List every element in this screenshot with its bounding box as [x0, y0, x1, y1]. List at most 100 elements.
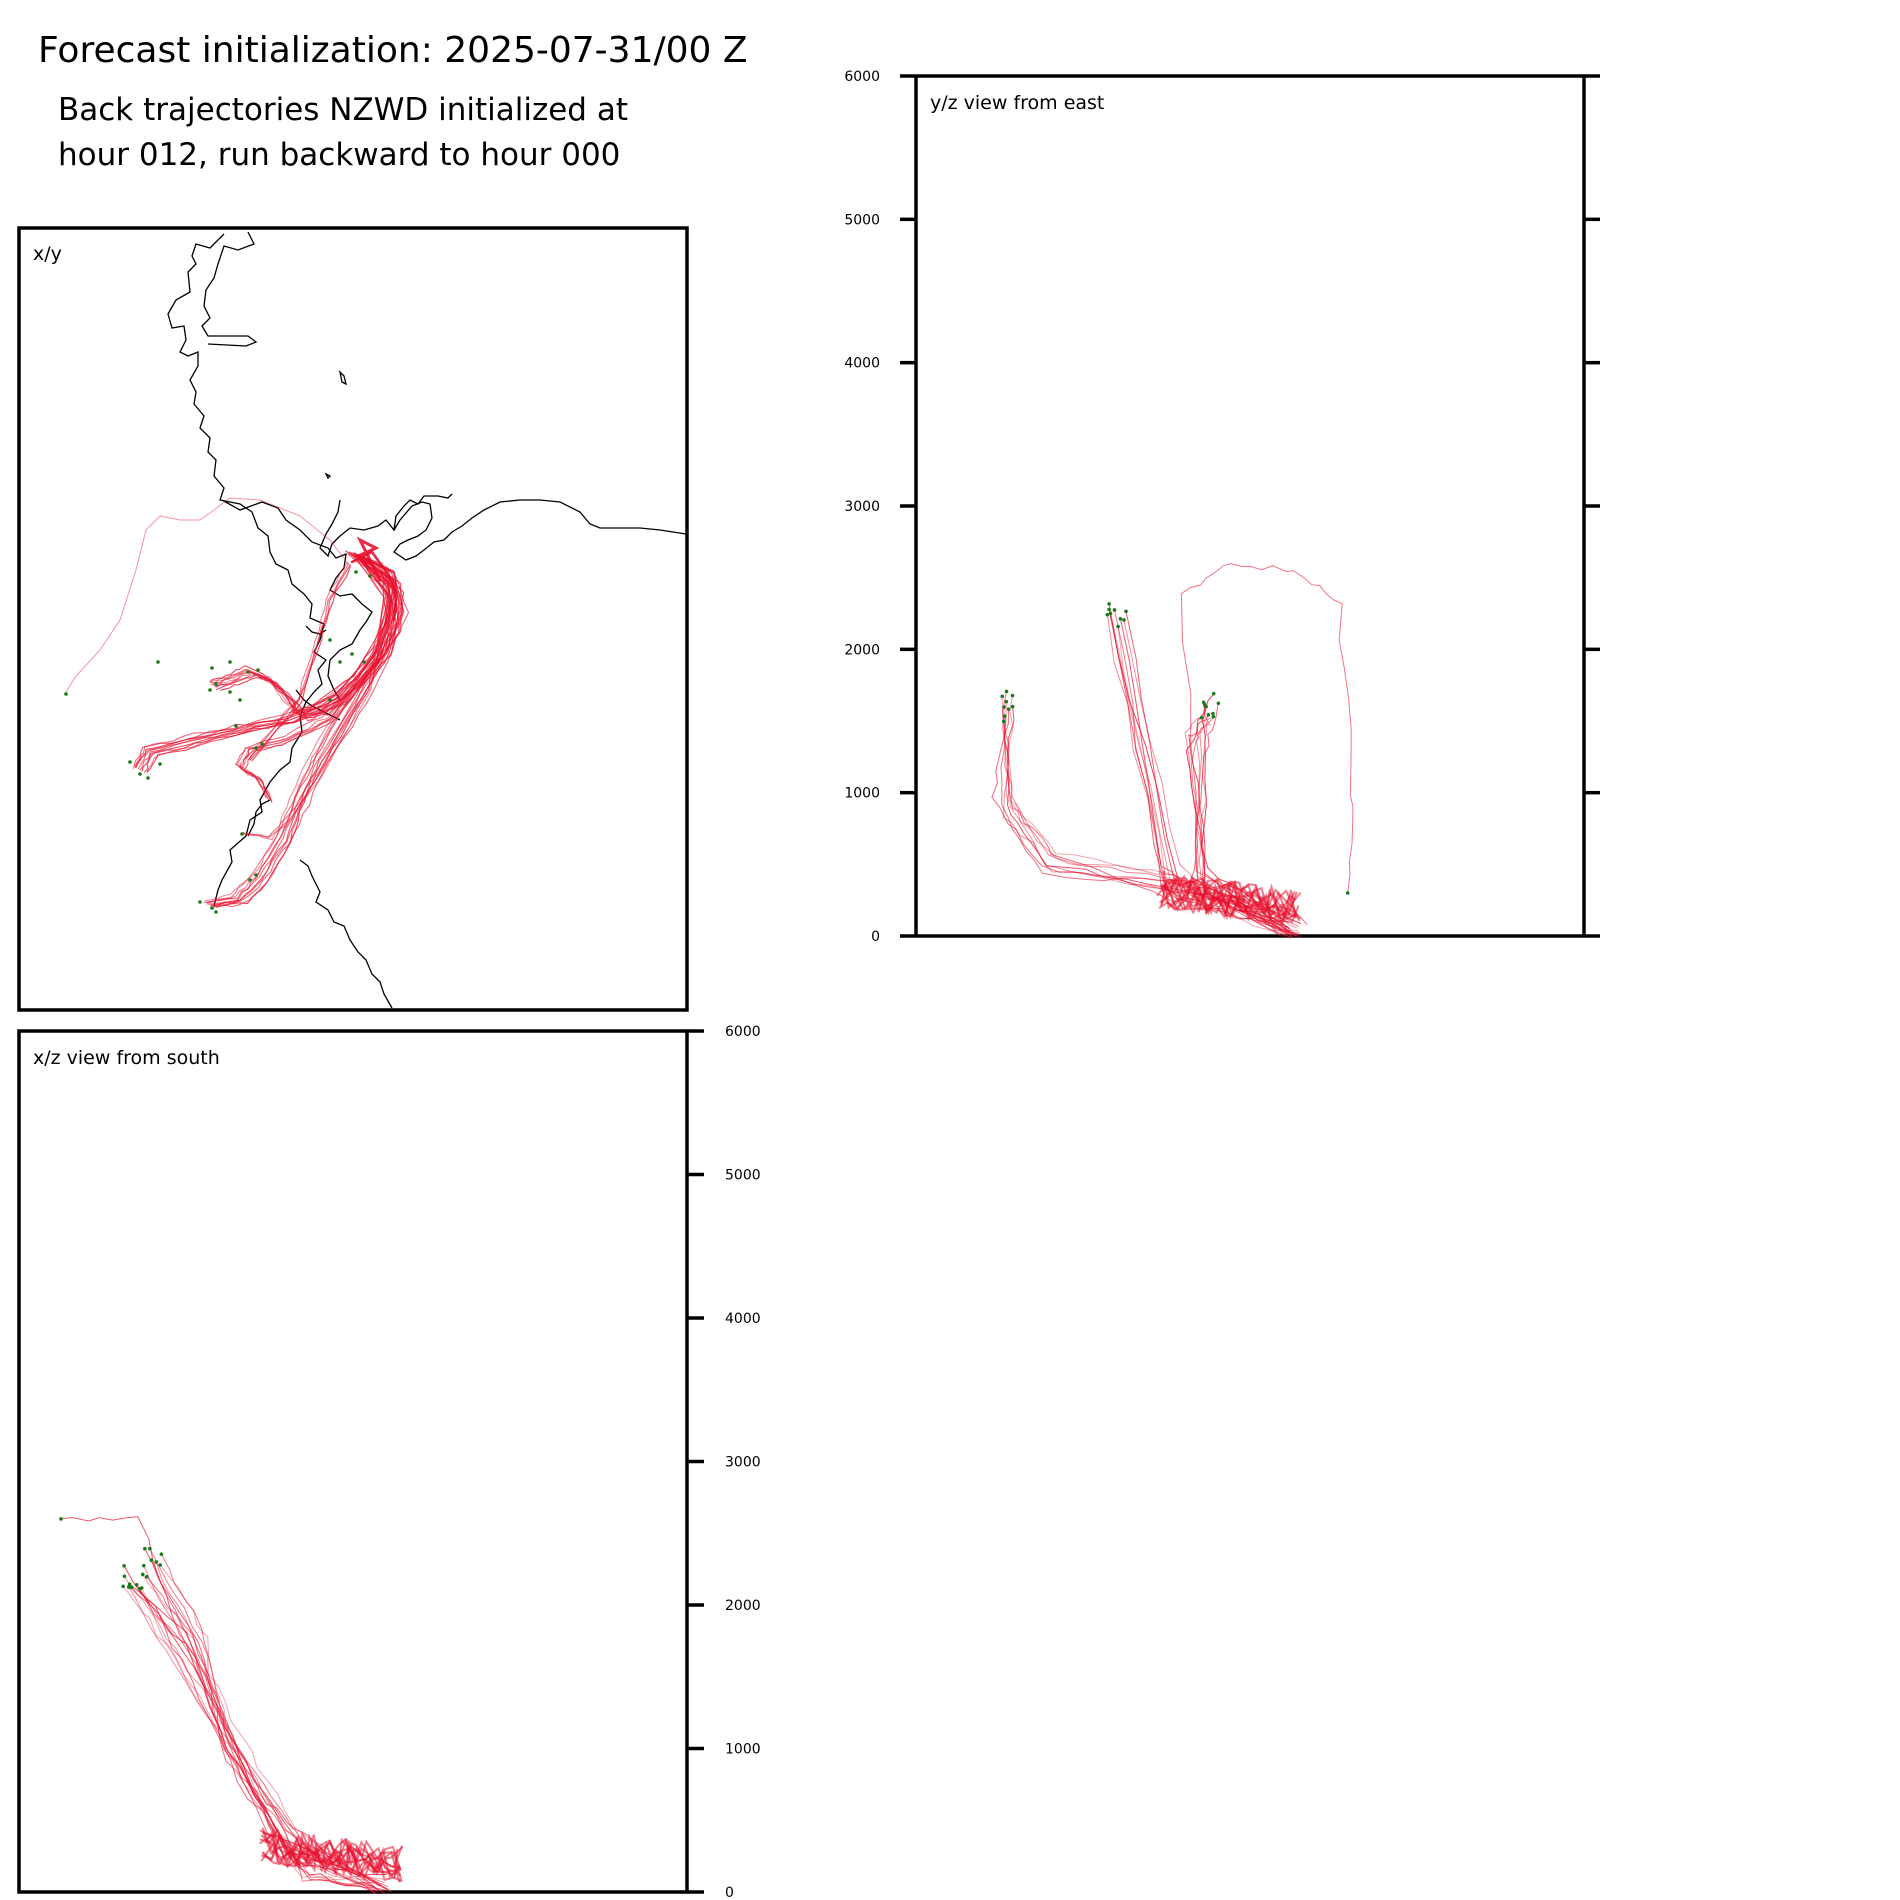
trajectory-endpoint — [1004, 689, 1009, 694]
trajectory-line — [248, 563, 350, 760]
coastline-south — [247, 799, 393, 1009]
trajectory-endpoint — [127, 1582, 132, 1586]
trajectory-endpoint — [246, 670, 250, 674]
z-tick-label: 3000 — [725, 1455, 761, 1471]
trajectory-line — [261, 1827, 401, 1872]
trajectory-line — [264, 1828, 402, 1882]
coastline — [167, 231, 687, 1009]
coastline-north-bay — [201, 231, 258, 347]
trajectory-line — [213, 555, 394, 717]
trajectory-endpoint — [210, 906, 214, 910]
xz-panel-label: x/z view from south — [33, 1047, 220, 1069]
trajectory-endpoint — [1199, 715, 1204, 720]
trajectory-line — [210, 552, 390, 712]
coastline-peninsula — [319, 493, 453, 558]
island-small-2 — [324, 472, 332, 480]
trajectory-line — [1185, 693, 1301, 924]
z-tick-label: 4000 — [725, 1311, 761, 1327]
trajectory-line — [128, 1586, 375, 1887]
trajectory-endpoint — [1206, 713, 1211, 717]
trajectory-line — [991, 708, 1298, 935]
trajectory-endpoint — [1116, 624, 1120, 629]
z-tick-label: 0 — [871, 929, 880, 945]
z-tick-label: 4000 — [844, 356, 880, 372]
trajectory-endpoint — [129, 1585, 134, 1590]
trajectory-line — [245, 562, 348, 759]
trajectory-line — [1186, 702, 1290, 938]
trajectory-line — [203, 552, 394, 903]
trajectory-line — [146, 560, 405, 773]
trajectory-endpoint — [1216, 701, 1221, 706]
xz-trajectory-endpoints — [59, 1517, 164, 1591]
coastline-west — [167, 233, 327, 907]
trajectory-line — [124, 1575, 387, 1895]
trajectory-endpoint — [122, 1574, 127, 1579]
trajectory-endpoint — [1004, 699, 1009, 704]
trajectory-endpoint — [1211, 711, 1215, 716]
trajectory-endpoint — [1010, 693, 1015, 698]
trajectory-endpoint — [1124, 609, 1128, 614]
trajectory-endpoint — [248, 878, 252, 882]
yz-trajectory-endpoints — [1000, 602, 1350, 895]
trajectory-endpoint — [156, 660, 160, 664]
trajectory-line — [356, 536, 382, 582]
trajectory-endpoint — [240, 832, 244, 836]
trajectory-endpoint — [228, 690, 232, 694]
trajectory-endpoint — [1107, 607, 1111, 612]
trajectory-endpoint — [1002, 705, 1006, 709]
trajectory-endpoint — [338, 660, 342, 664]
trajectory-line — [135, 552, 396, 769]
trajectory-line — [1117, 626, 1292, 939]
z-tick-label: 6000 — [725, 1024, 761, 1040]
trajectory-line — [251, 566, 351, 762]
trajectory-line — [1162, 879, 1295, 918]
trajectory-endpoint — [1105, 612, 1110, 617]
trajectory-endpoint — [1118, 616, 1123, 621]
trajectory-line — [150, 1559, 392, 1892]
subtitle-line-2: hour 012, run backward to hour 000 — [58, 137, 621, 173]
z-tick-label: 3000 — [844, 499, 880, 515]
trajectory-endpoint — [368, 574, 372, 578]
trajectory-line — [350, 550, 398, 622]
island-small-1 — [338, 370, 347, 386]
z-tick-label: 5000 — [844, 212, 880, 228]
trajectory-endpoint — [234, 724, 238, 728]
xy-panel-frame — [17, 226, 689, 1012]
trajectory-endpoint — [1122, 618, 1126, 622]
trajectory-endpoint — [214, 910, 218, 914]
trajectory-endpoint — [354, 570, 358, 574]
trajectory-line — [60, 1516, 392, 1892]
trajectory-line — [242, 555, 393, 838]
trajectory-endpoint — [138, 772, 142, 776]
trajectory-line — [239, 555, 389, 800]
xy-trajectory-endpoints — [64, 570, 372, 914]
trajectory-endpoint — [1000, 694, 1005, 699]
z-tick-label: 0 — [725, 1885, 734, 1900]
trajectory-endpoint — [1108, 611, 1113, 616]
xy-trajectory-lines — [65, 497, 410, 908]
trajectory-endpoint — [140, 1572, 145, 1577]
trajectory-line — [259, 1829, 403, 1882]
trajectory-endpoint — [1211, 714, 1216, 719]
trajectory-endpoint — [328, 638, 332, 642]
trajectory-line — [240, 556, 391, 802]
trajectory-endpoint — [1345, 891, 1350, 895]
yz-trajectory-lines — [991, 563, 1354, 939]
figure-subtitle: Back trajectories NZWD initialized at ho… — [58, 88, 628, 178]
trajectory-endpoint — [238, 698, 242, 702]
trajectory-endpoint — [254, 873, 258, 877]
yz-panel-label: y/z view from east — [930, 92, 1104, 114]
trajectory-endpoint — [1006, 707, 1011, 711]
xz-axis-ticks: 0 1000 2000 3000 4000 5000 6000 — [687, 1024, 761, 1900]
trajectory-endpoint — [228, 660, 232, 664]
z-tick-label: 1000 — [725, 1742, 761, 1758]
trajectory-endpoint — [260, 742, 264, 746]
xz-panel-frame — [17, 1029, 689, 1894]
trajectory-line — [261, 1841, 402, 1873]
trajectory-endpoint — [144, 1575, 149, 1579]
trajectory-endpoint — [1201, 700, 1206, 705]
trajectory-endpoint — [142, 1563, 146, 1568]
trajectory-endpoint — [126, 1585, 131, 1589]
xy-map-panel: x/y — [17, 226, 689, 1012]
